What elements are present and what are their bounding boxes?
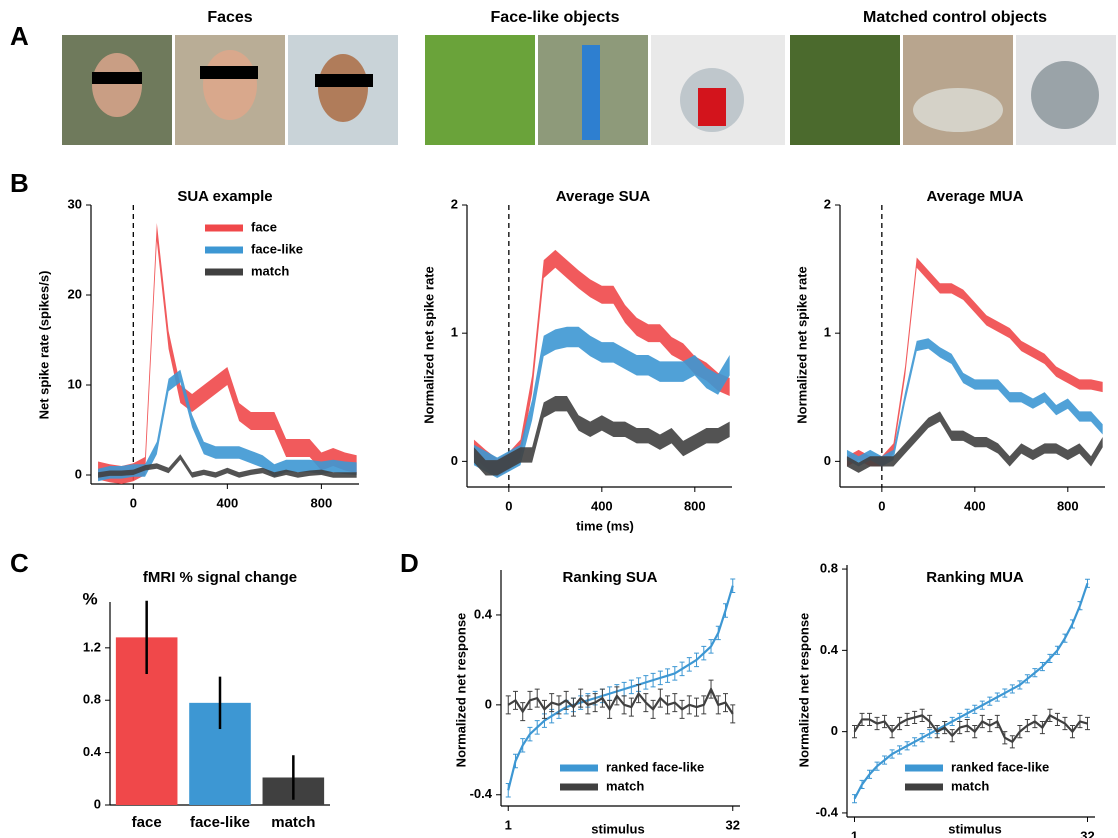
panel-label: B (10, 168, 29, 198)
eye-bar (200, 66, 258, 79)
drum (1031, 61, 1099, 129)
eye-bar (315, 74, 373, 87)
chart-title: fMRI % signal change (143, 569, 297, 586)
towel (698, 88, 726, 126)
x-tick-label: 32 (1080, 828, 1094, 838)
chart-title: Ranking SUA (562, 569, 657, 586)
eye-bar (92, 72, 142, 84)
y-axis-label: Net spike rate (spikes/s) (36, 271, 51, 420)
band (847, 411, 1103, 473)
x-tick-label: 32 (726, 817, 740, 832)
y-axis-label: Normalized net response (796, 613, 811, 768)
x-tick-label: 0 (130, 495, 137, 510)
y-tick-label: 30 (68, 196, 82, 211)
y-tick-label: 20 (68, 286, 82, 301)
x-tick-label: 1 (505, 817, 512, 832)
image-group-title: Face-like objects (491, 9, 620, 26)
legend-label: match (606, 778, 644, 793)
photos (62, 35, 1116, 145)
x-tick-label: 0 (505, 498, 512, 513)
y-tick-label: 0.4 (83, 744, 102, 759)
band (98, 370, 357, 482)
y-tick-label: 0.4 (474, 606, 493, 621)
line (855, 715, 1088, 741)
y-axis-label: Normalized net spike rate (794, 266, 809, 424)
x-axis-label: stimulus (591, 821, 644, 836)
y-axis-label: % (82, 589, 97, 608)
x-axis-label: stimulus (948, 821, 1001, 836)
chart-title: SUA example (177, 188, 272, 205)
x-tick-label: face-like (190, 814, 250, 831)
y-axis-label: Normalized net response (453, 613, 468, 768)
face (318, 54, 368, 122)
legend-label: ranked face-like (606, 759, 704, 774)
image-group-title: Faces (207, 9, 252, 26)
chart-title: Average SUA (556, 188, 651, 205)
band (98, 223, 357, 484)
figure: A B C D Faces Face-like objects Matched … (0, 0, 1118, 838)
band (474, 396, 730, 475)
x-tick-label: 400 (964, 498, 986, 513)
x-tick-label: match (271, 814, 315, 831)
y-tick-label: 10 (68, 376, 82, 391)
chart-title: Average MUA (927, 188, 1024, 205)
y-tick-label: 0 (485, 696, 492, 711)
mop-handle (582, 45, 600, 140)
y-tick-label: 0.8 (820, 561, 838, 576)
legend-label: match (251, 263, 289, 278)
y-tick-label: 0 (94, 796, 101, 811)
x-tick-label: 800 (1057, 498, 1079, 513)
y-tick-label: -0.4 (470, 786, 493, 801)
y-tick-label: 2 (451, 196, 458, 211)
y-tick-label: 1 (824, 325, 831, 340)
photo (425, 35, 535, 145)
x-tick-label: 400 (591, 498, 613, 513)
x-tick-label: face (132, 814, 162, 831)
y-tick-label: 0 (831, 723, 838, 738)
x-tick-label: 800 (311, 495, 333, 510)
x-tick-label: 1 (851, 828, 858, 838)
y-tick-label: -0.4 (816, 804, 839, 819)
y-tick-label: 0 (824, 453, 831, 468)
panel-label: D (400, 548, 419, 578)
band (847, 258, 1103, 467)
chart-title: Ranking MUA (926, 569, 1024, 586)
line (508, 689, 733, 714)
y-tick-label: 0 (451, 453, 458, 468)
y-tick-label: 2 (824, 196, 831, 211)
x-axis-label: time (ms) (576, 518, 634, 533)
face (203, 50, 257, 120)
y-tick-label: 1 (451, 325, 458, 340)
mop (913, 88, 1003, 132)
legend-label: face (251, 219, 277, 234)
y-tick-label: 0.4 (820, 642, 839, 657)
x-tick-label: 400 (216, 495, 238, 510)
panel-label: A (10, 21, 29, 51)
image-group-title: Matched control objects (863, 9, 1047, 26)
x-tick-label: 0 (878, 498, 885, 513)
x-tick-label: 800 (684, 498, 706, 513)
photo (790, 35, 900, 145)
legend-label: match (951, 778, 989, 793)
legend-label: ranked face-like (951, 759, 1049, 774)
y-axis-label: Normalized net spike rate (421, 266, 436, 424)
face (92, 53, 142, 117)
y-tick-label: 0.8 (83, 692, 101, 707)
panel-label: C (10, 548, 29, 578)
legend-label: face-like (251, 241, 303, 256)
y-tick-label: 0 (75, 466, 82, 481)
y-tick-label: 1.2 (83, 639, 101, 654)
